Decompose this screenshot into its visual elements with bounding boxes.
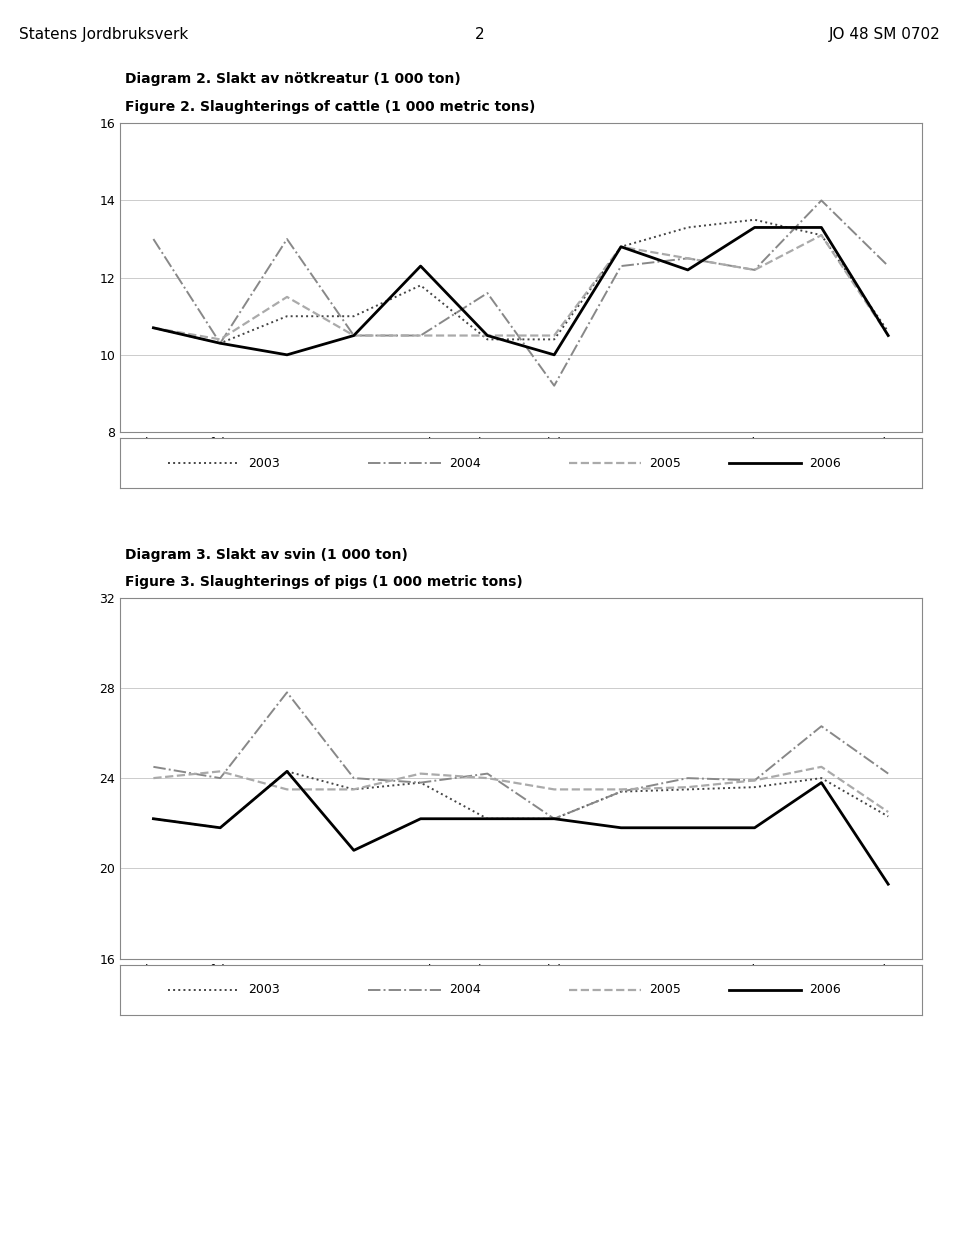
Text: Figure 3. Slaughterings of pigs (1 000 metric tons): Figure 3. Slaughterings of pigs (1 000 m… <box>125 575 522 589</box>
Text: JO 48 SM 0702: JO 48 SM 0702 <box>829 27 941 42</box>
Text: Diagram 2. Slakt av nötkreatur (1 000 ton): Diagram 2. Slakt av nötkreatur (1 000 to… <box>125 72 461 86</box>
Text: Diagram 3. Slakt av svin (1 000 ton): Diagram 3. Slakt av svin (1 000 ton) <box>125 548 408 561</box>
Text: 2003: 2003 <box>249 457 280 469</box>
Text: 2004: 2004 <box>448 984 480 996</box>
Text: 2003: 2003 <box>249 984 280 996</box>
Text: 2005: 2005 <box>649 457 681 469</box>
Text: 2006: 2006 <box>809 457 841 469</box>
Text: 2005: 2005 <box>649 984 681 996</box>
Text: Figure 2. Slaughterings of cattle (1 000 metric tons): Figure 2. Slaughterings of cattle (1 000… <box>125 100 535 113</box>
Text: 2006: 2006 <box>809 984 841 996</box>
Text: Statens Jordbruksverk: Statens Jordbruksverk <box>19 27 188 42</box>
Text: 2004: 2004 <box>448 457 480 469</box>
Text: 2: 2 <box>475 27 485 42</box>
